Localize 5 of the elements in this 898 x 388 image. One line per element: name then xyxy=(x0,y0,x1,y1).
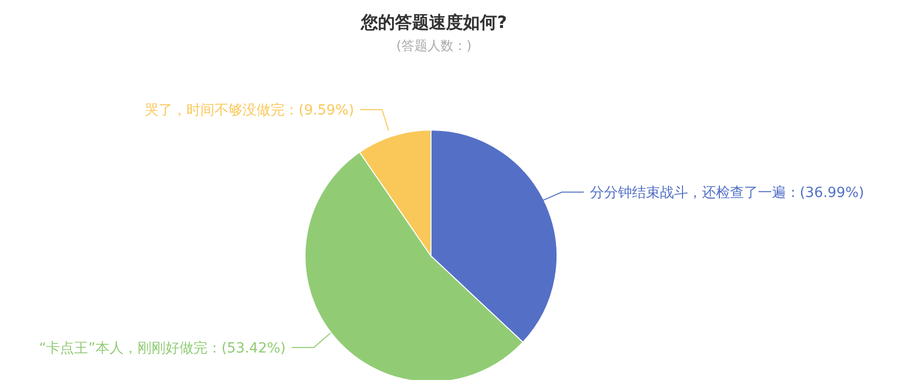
slice-label: “卡点王”本人，刚刚好做完：(53.42%) xyxy=(38,340,286,356)
slice-label: 哭了，时间不够没做完：(9.59%) xyxy=(144,102,354,119)
chart-subtitle: (答题人数：) xyxy=(396,39,472,54)
slice-label: 分分钟结束战斗，还检查了一遍：(36.99%) xyxy=(590,185,864,202)
chart-title: 您的答题速度如何? xyxy=(360,13,507,33)
